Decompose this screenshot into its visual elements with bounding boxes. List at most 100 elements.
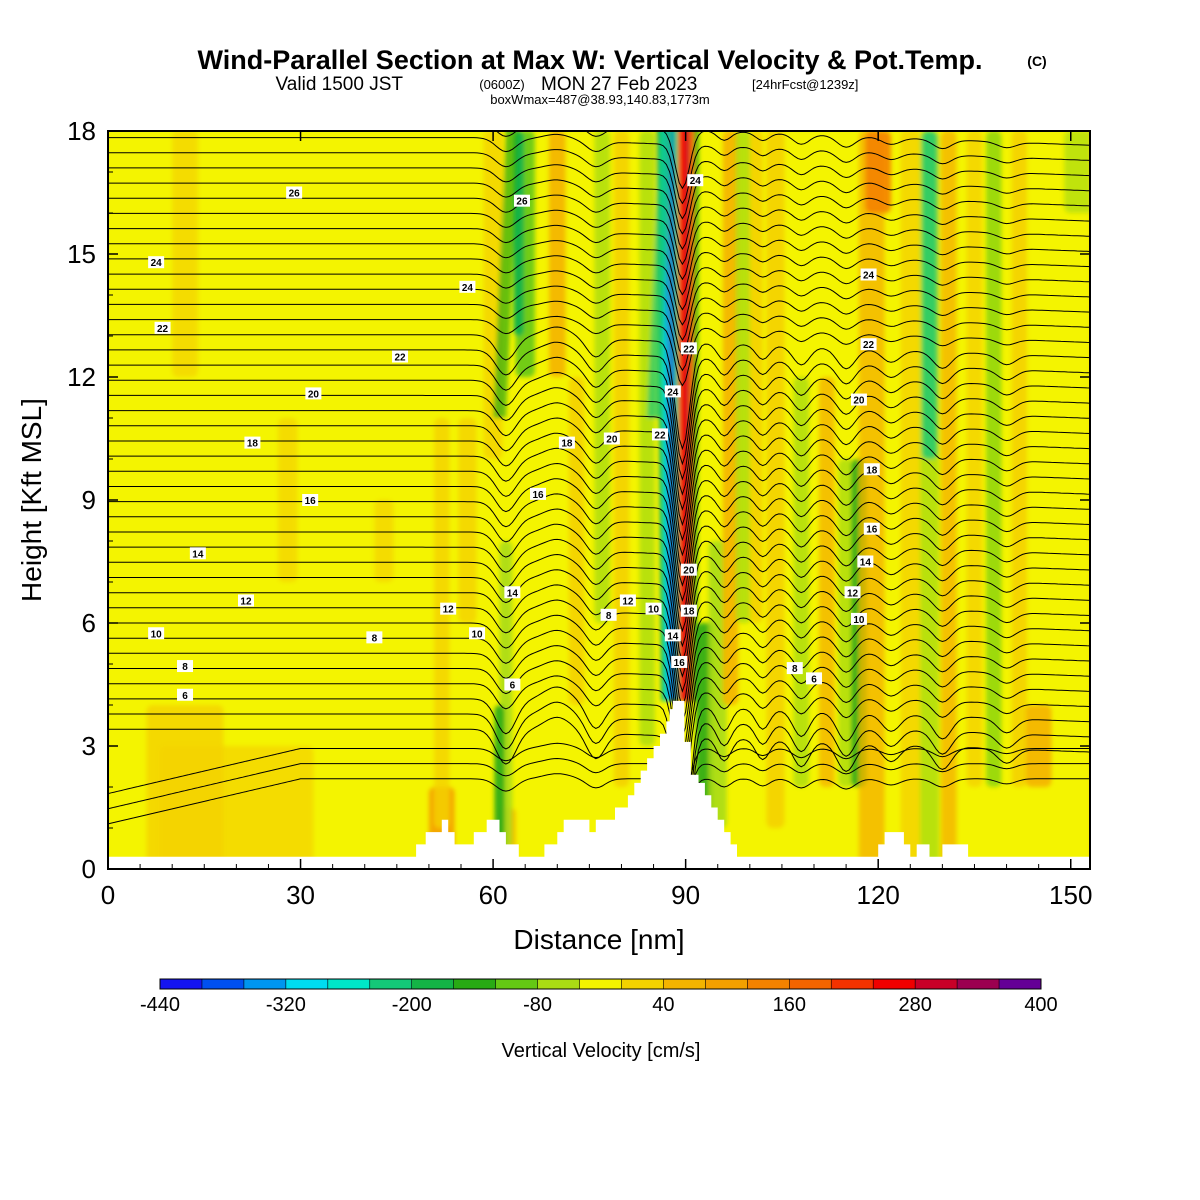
contour-label: 22 xyxy=(860,338,877,351)
contour-label-text: 24 xyxy=(462,283,474,294)
contour-label: 20 xyxy=(680,563,697,577)
colorbar-label: 160 xyxy=(773,994,806,1016)
contour-label: 24 xyxy=(687,174,704,187)
contour-label-text: 26 xyxy=(289,189,301,200)
x-axis: 0 30 60 90 120 150 xyxy=(101,131,1092,910)
contour-label-text: 22 xyxy=(654,430,666,441)
contour-label-text: 20 xyxy=(683,566,695,577)
boxwmax-note: boxWmax=487@38.93,140.83,1773m xyxy=(490,92,710,107)
colorbar-label: -200 xyxy=(392,994,432,1016)
colorbar-swatch xyxy=(831,979,874,989)
colorbar-swatch xyxy=(705,979,748,989)
contour-label: 22 xyxy=(680,342,697,355)
y-tick-label: 15 xyxy=(67,239,96,269)
velocity-field xyxy=(146,131,1090,869)
contour-label: 14 xyxy=(664,629,681,642)
x-axis-title: Distance [nm] xyxy=(513,924,684,955)
x-tick-label: 150 xyxy=(1049,880,1092,910)
contour-label: 14 xyxy=(857,555,874,569)
colorbar-swatch xyxy=(915,979,958,989)
terrain xyxy=(108,700,1090,869)
colorbar-swatch xyxy=(621,979,664,989)
contour-label: 24 xyxy=(459,280,476,294)
colorbar-swatch xyxy=(495,979,538,989)
contour-label: 20 xyxy=(603,432,620,446)
x-tick-label: 60 xyxy=(479,880,508,910)
forecast-note: [24hrFcst@1239z] xyxy=(752,77,858,92)
colorbar-swatch xyxy=(285,979,329,989)
contour-label-text: 10 xyxy=(151,629,163,640)
plot-area: 26 24 22 20 18 16 14 12 10 8 6 8 26 24 22 18 20 16 12 14 10 6… xyxy=(108,131,1090,869)
contour-label-text: 24 xyxy=(151,258,163,269)
colorbar-frame xyxy=(159,978,1042,990)
colorbar-swatch xyxy=(999,979,1042,989)
contour-label: 12 xyxy=(844,586,861,599)
colorbar-swatch xyxy=(789,979,832,989)
contour-label-text: 18 xyxy=(247,439,259,450)
y-axis-title: Height [Kft MSL] xyxy=(16,398,47,602)
x-tick-label: 30 xyxy=(286,880,315,910)
contour-label: 26 xyxy=(513,194,530,208)
contour-label-text: 24 xyxy=(863,271,875,282)
x-tick-label: 0 xyxy=(101,880,115,910)
contour-label: 8 xyxy=(786,662,803,675)
contour-label-text: 14 xyxy=(192,549,204,560)
contour-label: 16 xyxy=(863,522,880,536)
contour-label-text: 18 xyxy=(683,607,695,618)
contour-label: 18 xyxy=(558,436,575,450)
copyright-mark: (C) xyxy=(1027,53,1046,69)
y-tick-label: 3 xyxy=(82,731,96,761)
contour-label-text: 6 xyxy=(182,691,188,702)
contour-label-text: 8 xyxy=(182,662,188,673)
contour-label: 24 xyxy=(148,256,165,269)
contour-label-text: 26 xyxy=(516,197,528,208)
contour-label-text: 20 xyxy=(308,389,320,400)
colorbar-swatch xyxy=(579,979,622,989)
contour-label-text: 12 xyxy=(847,588,859,599)
contour-label-text: 16 xyxy=(532,490,544,501)
contour-label: 10 xyxy=(469,627,486,640)
colorbar-swatch xyxy=(747,979,790,989)
colorbar-swatch xyxy=(243,979,287,989)
contour-label: 22 xyxy=(392,350,409,364)
colorbar-label: -320 xyxy=(266,994,306,1016)
contour-label: 20 xyxy=(305,387,322,400)
contour-label: 12 xyxy=(237,594,254,607)
contour-label-text: 8 xyxy=(606,611,612,622)
contour-label: 8 xyxy=(177,660,194,673)
valid-prefix: Valid 1500 JST xyxy=(276,74,404,95)
contour-label-text: 16 xyxy=(305,496,317,507)
contour-label: 6 xyxy=(177,688,194,702)
contour-label: 10 xyxy=(850,612,867,626)
contour-label: 12 xyxy=(440,602,457,616)
colorbar-swatch xyxy=(537,979,580,989)
contour-label-text: 16 xyxy=(866,525,878,536)
x-tick-label: 90 xyxy=(671,880,700,910)
chart-title: Wind-Parallel Section at Max W: Vertical… xyxy=(198,45,983,75)
contour-label: 6 xyxy=(504,678,521,692)
contour-label: 12 xyxy=(619,594,636,607)
x-tick-label: 120 xyxy=(857,880,900,910)
contour-label: 10 xyxy=(148,627,165,640)
contour-label: 14 xyxy=(504,586,521,599)
contour-label-text: 6 xyxy=(510,681,516,692)
contour-label: 26 xyxy=(286,186,303,200)
colorbar-label: 280 xyxy=(898,994,931,1016)
contour-label-text: 16 xyxy=(674,658,686,669)
contour-label-text: 24 xyxy=(667,387,679,398)
contour-label-text: 8 xyxy=(792,664,798,675)
contour-label: 6 xyxy=(806,672,823,685)
colorbar-swatch xyxy=(411,979,454,989)
contour-label-text: 22 xyxy=(157,324,169,335)
contour-label-text: 6 xyxy=(811,674,817,685)
contour-label: 10 xyxy=(645,602,662,616)
contour-label: 24 xyxy=(664,385,681,398)
contour-label: 18 xyxy=(863,463,880,476)
colorbar-label: -440 xyxy=(140,994,180,1016)
contour-label: 20 xyxy=(850,393,867,407)
contour-label-text: 18 xyxy=(866,465,878,476)
contour-label-text: 12 xyxy=(443,605,455,616)
y-axis: 0 3 6 9 12 15 18 xyxy=(67,116,1090,884)
contour-label: 18 xyxy=(680,604,697,618)
